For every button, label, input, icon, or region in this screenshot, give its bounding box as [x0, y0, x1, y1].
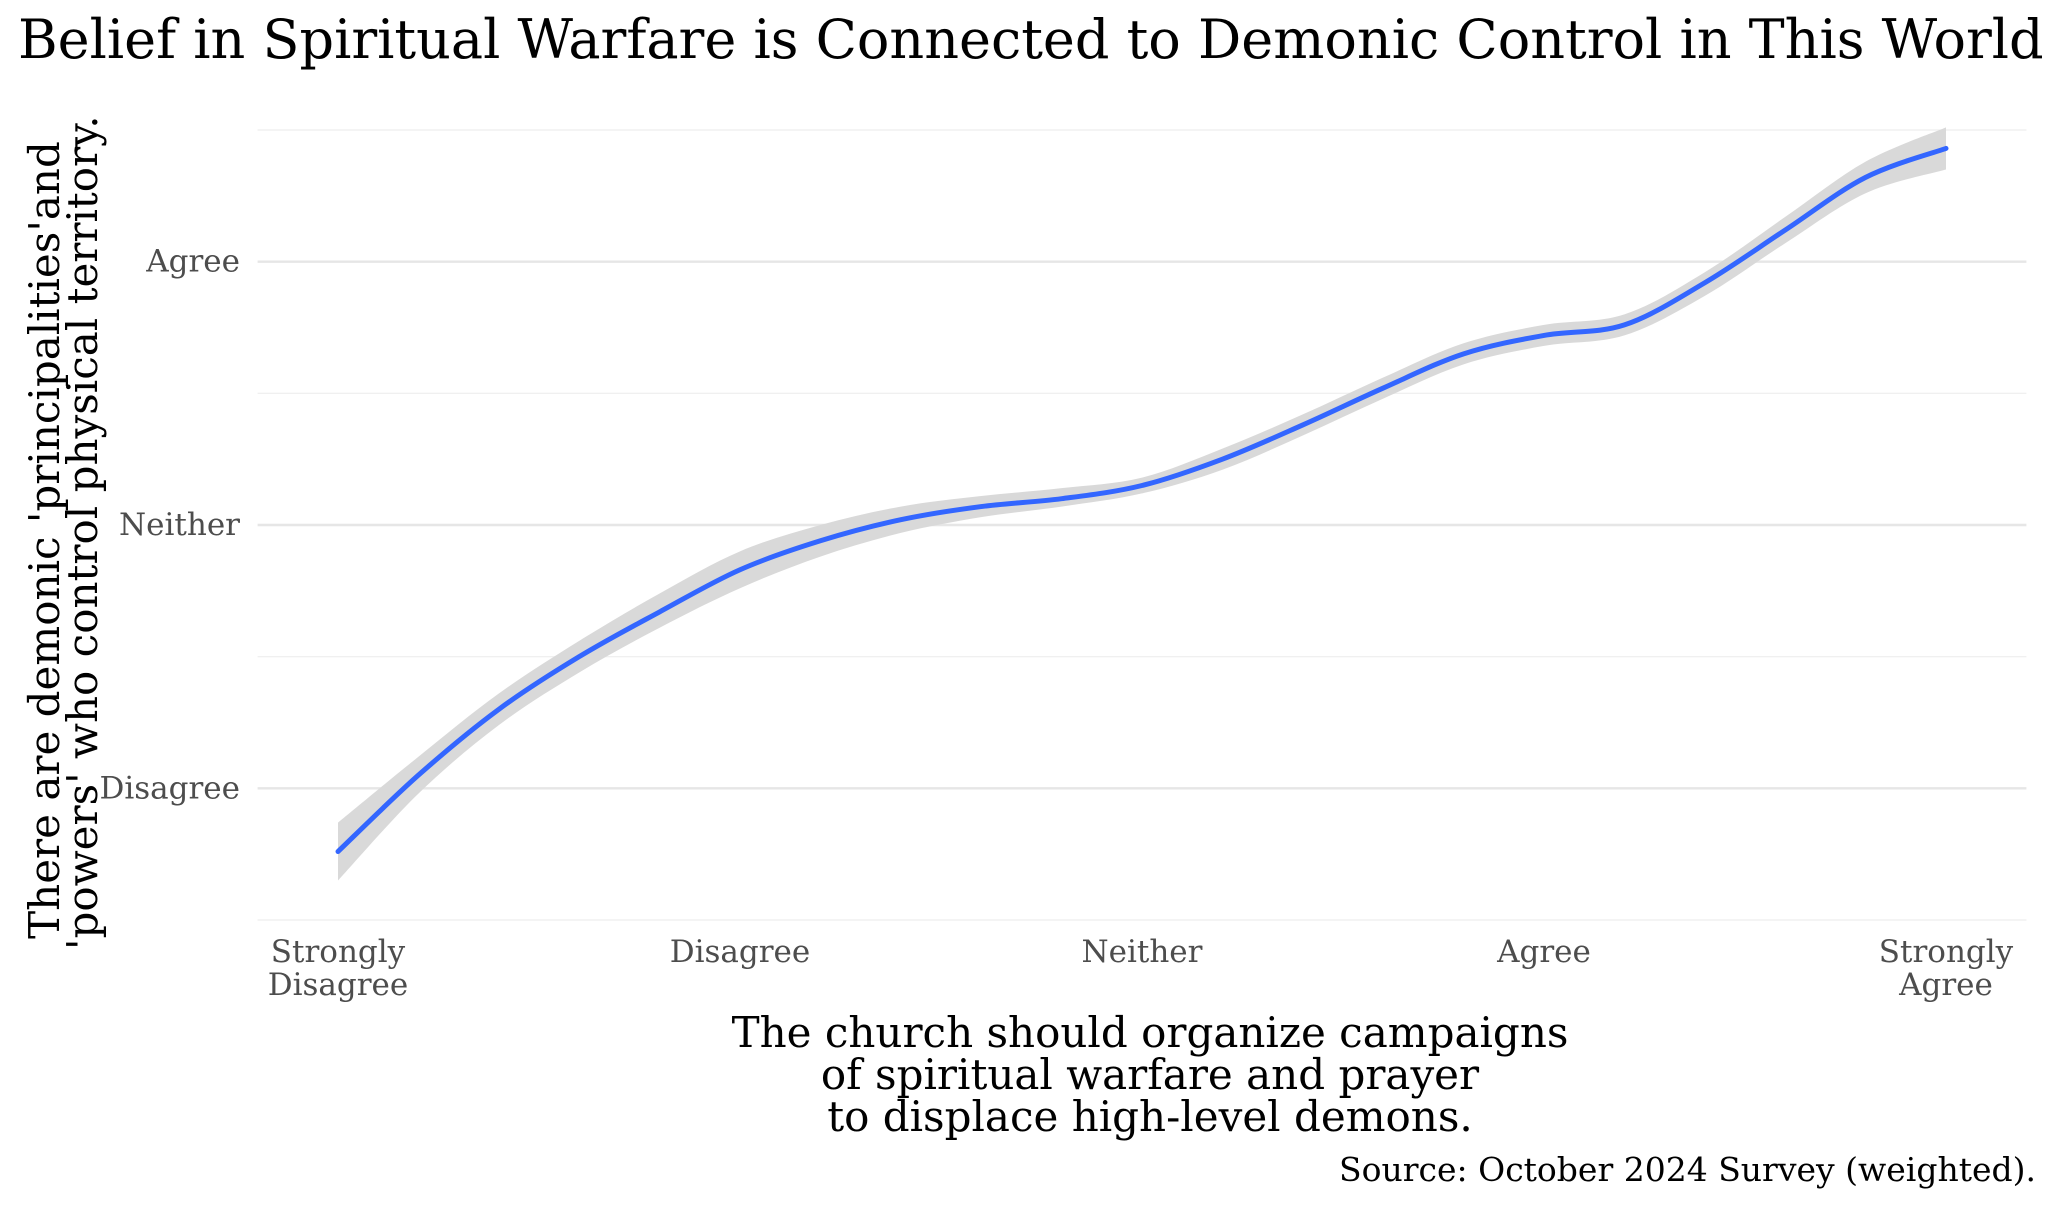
x-axis-label: The church should organize campaigns of … [700, 1012, 1600, 1138]
source-caption: Source: October 2024 Survey (weighted). [1339, 1150, 2036, 1189]
chart-title: Belief in Spiritual Warfare is Connected… [18, 8, 2044, 71]
x-axis-label-line-2: of spiritual warfare and prayer [820, 1050, 1480, 1099]
y-axis-label-line-2: 'powers' who control physical territory. [58, 115, 107, 950]
x-tick-label: Disagree [670, 934, 811, 970]
x-tick-label: Agree [1898, 967, 1993, 1003]
x-tick-label: Neither [1082, 934, 1203, 970]
x-tick-label: Strongly [1879, 934, 2014, 970]
smooth-line [335, 145, 1949, 855]
x-tick-label: Strongly [271, 934, 406, 970]
x-axis-label-line-1: The church should organize campaigns [731, 1008, 1569, 1057]
y-tick-label: Neither [119, 507, 240, 543]
x-tick-label: Agree [1496, 934, 1591, 970]
x-axis-label-line-3: to displace high-level demons. [827, 1092, 1473, 1141]
x-tick-label: Disagree [268, 967, 409, 1003]
confidence-ribbon [338, 127, 1946, 881]
y-tick-label: Disagree [99, 770, 240, 806]
y-tick-label: Agree [145, 244, 240, 280]
